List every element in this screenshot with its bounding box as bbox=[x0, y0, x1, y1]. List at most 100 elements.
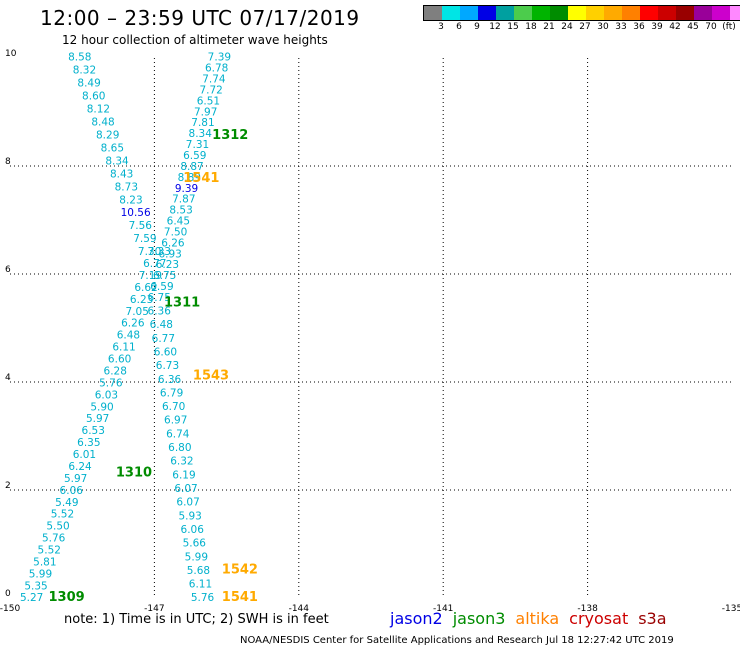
wave-height-value: 7.97 bbox=[194, 106, 217, 118]
wave-height-value: 8.87 bbox=[180, 161, 203, 173]
wave-height-value: 8.53 bbox=[169, 205, 192, 217]
wave-height-value: 5.97 bbox=[64, 473, 87, 485]
pass-number-label: 1541 bbox=[183, 171, 219, 186]
color-scale-label: 21 bbox=[543, 22, 555, 32]
pass-number-label: 1543 bbox=[193, 368, 229, 383]
wave-height-value: 6.26 bbox=[121, 318, 145, 330]
color-scale-label: 9 bbox=[474, 22, 480, 32]
wave-height-value: 8.29 bbox=[96, 129, 119, 141]
color-scale-swatch bbox=[568, 6, 586, 20]
wave-height-value: 8.34 bbox=[189, 128, 213, 140]
wave-height-value: 6.06 bbox=[181, 524, 205, 536]
wave-height-value: 5.99 bbox=[185, 551, 208, 563]
color-scale-swatch bbox=[550, 6, 568, 20]
wave-height-value: 6.03 bbox=[95, 389, 118, 401]
pass-number-labels: 1312 1541 1311 1543 1310 1542 1541 1309 bbox=[49, 128, 258, 605]
x-tick-label: -135 bbox=[722, 604, 740, 614]
y-tick-label: 2 bbox=[5, 481, 11, 491]
pass-number-label: 1542 bbox=[222, 563, 258, 578]
wave-height-value: 7.72 bbox=[199, 84, 222, 96]
wave-height-value: 6.70 bbox=[162, 401, 185, 413]
color-scale-swatch bbox=[640, 6, 658, 20]
y-tick-label: 4 bbox=[5, 373, 11, 383]
color-scale-label: 33 bbox=[615, 22, 627, 32]
color-scale-label: 24 bbox=[561, 22, 573, 32]
wave-height-value: 7.33 bbox=[148, 246, 171, 258]
pass-number-label: 1312 bbox=[212, 128, 248, 143]
wave-height-value: 8.23 bbox=[119, 194, 142, 206]
wave-height-value: 7.56 bbox=[129, 220, 153, 232]
color-scale-swatch bbox=[604, 6, 622, 20]
wave-height-value: 6.77 bbox=[152, 333, 175, 345]
wave-height-value: 6.26 bbox=[161, 237, 185, 249]
note-text: note: 1) Time is in UTC; 2) SWH is in fe… bbox=[64, 612, 329, 627]
wave-height-value: 6.78 bbox=[205, 63, 228, 75]
y-tick-label: 8 bbox=[5, 157, 11, 167]
map-grid bbox=[10, 58, 732, 598]
color-scale-swatch bbox=[658, 6, 676, 20]
wave-height-value: 6.75 bbox=[153, 270, 176, 282]
wave-height-value: 8.89 bbox=[178, 172, 201, 184]
wave-height-value: 10.56 bbox=[121, 207, 151, 219]
wave-height-value: 7.59 bbox=[133, 233, 156, 245]
color-scale-swatch bbox=[460, 6, 478, 20]
wave-height-value: 5.49 bbox=[55, 497, 78, 509]
wave-height-value: 5.97 bbox=[86, 413, 109, 425]
wave-height-value: 6.51 bbox=[197, 95, 220, 107]
pass-number-label: 1541 bbox=[222, 590, 258, 605]
wave-height-value: 7.19 bbox=[139, 270, 162, 282]
satellite-legend-item: jason2 bbox=[390, 609, 443, 628]
wave-height-value: 5.76 bbox=[191, 592, 215, 604]
color-scale-label: 15 bbox=[507, 22, 519, 32]
color-scale-swatch bbox=[478, 6, 496, 20]
wave-height-value: 5.76 bbox=[99, 377, 123, 389]
color-scale-label: 27 bbox=[579, 22, 591, 32]
color-scale-label: 39 bbox=[651, 22, 663, 32]
color-scale-swatch bbox=[514, 6, 532, 20]
wave-height-value: 7.74 bbox=[202, 74, 226, 86]
wave-height-value: 6.23 bbox=[130, 294, 153, 306]
color-scale-swatch bbox=[496, 6, 514, 20]
wave-height-value: 6.60 bbox=[108, 354, 131, 366]
color-scale-label: 45 bbox=[687, 22, 699, 32]
color-scale-swatch bbox=[730, 6, 740, 20]
wave-height-value: 6.74 bbox=[166, 428, 190, 440]
color-scale-label: 18 bbox=[525, 22, 537, 32]
wave-height-value: 8.12 bbox=[87, 104, 110, 116]
wave-height-value: 8.43 bbox=[110, 168, 133, 180]
color-scale-label: 70 bbox=[705, 22, 717, 32]
color-scale-label: 12 bbox=[489, 22, 501, 32]
color-scale-label: 36 bbox=[633, 22, 645, 32]
wave-height-value: 6.73 bbox=[156, 360, 179, 372]
color-scale-label: 6 bbox=[456, 22, 462, 32]
wave-height-value: 6.35 bbox=[77, 437, 100, 449]
color-scale-label: 3 bbox=[438, 22, 444, 32]
wave-height-value: 6.36 bbox=[158, 374, 182, 386]
wave-height-value: 6.11 bbox=[112, 342, 135, 354]
x-tick-label: -138 bbox=[577, 604, 598, 614]
wave-height-value: 5.52 bbox=[38, 544, 61, 556]
page-title: 12:00 – 23:59 UTC 07/17/2019 bbox=[40, 6, 360, 30]
wave-height-value: 6.28 bbox=[104, 365, 127, 377]
wave-height-value: 6.93 bbox=[158, 248, 181, 260]
color-scale-swatch bbox=[532, 6, 550, 20]
pass-number-label: 1311 bbox=[164, 295, 200, 310]
wave-height-value: 5.50 bbox=[46, 521, 69, 533]
satellite-legend: jason2 jason3 altika cryosat s3a bbox=[390, 609, 677, 628]
wave-height-value: 7.81 bbox=[191, 117, 214, 129]
x-tick-label: -141 bbox=[433, 604, 453, 614]
wave-height-value: 6.45 bbox=[167, 216, 190, 228]
wave-height-value: 6.36 bbox=[148, 306, 172, 318]
wave-height-value: 5.90 bbox=[90, 401, 113, 413]
wave-height-value: 8.58 bbox=[68, 52, 91, 64]
wave-height-value: 6.24 bbox=[68, 461, 92, 473]
y-tick-label: 10 bbox=[5, 49, 17, 59]
color-scale-swatch bbox=[676, 6, 694, 20]
pass-number-label: 1309 bbox=[49, 590, 85, 605]
wave-height-value: 5.93 bbox=[178, 510, 201, 522]
color-scale-label: 30 bbox=[597, 22, 609, 32]
wave-height-value: 6.32 bbox=[170, 456, 193, 468]
satellite-legend-item: altika bbox=[515, 609, 560, 628]
satellite-legend-item: s3a bbox=[638, 609, 667, 628]
wave-height-value: 5.35 bbox=[24, 580, 47, 592]
